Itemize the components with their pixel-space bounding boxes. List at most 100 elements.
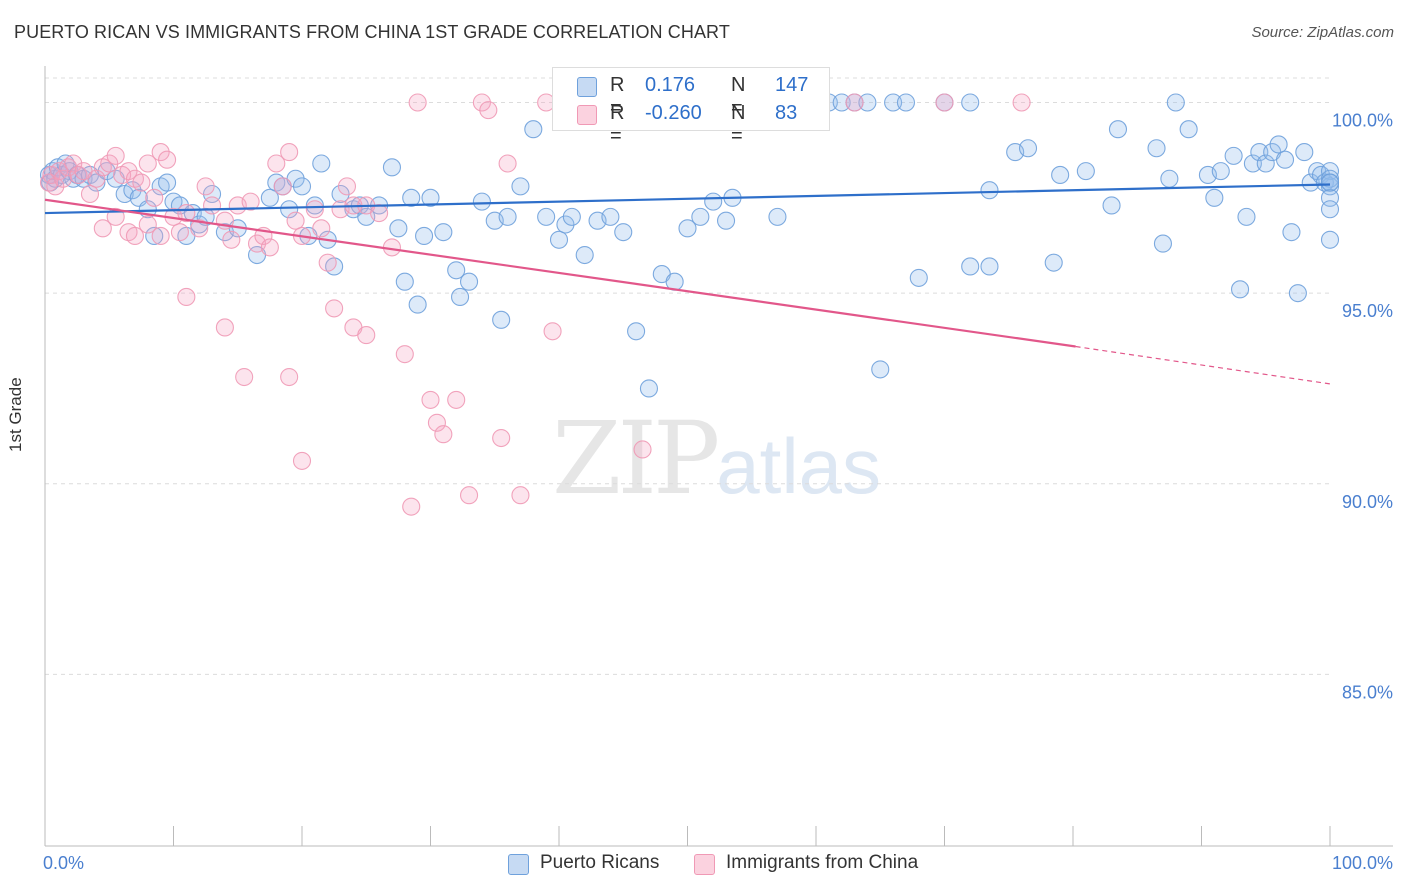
puerto-ricans-point <box>1205 188 1224 207</box>
puerto-ricans-point <box>980 257 999 276</box>
immigrants-china-point <box>100 154 119 173</box>
puerto-ricans-point <box>434 223 453 242</box>
immigrants-china-point <box>459 486 479 505</box>
puerto-ricans-point <box>1275 150 1295 169</box>
immigrants-china-point <box>402 497 421 516</box>
puerto-ricans-point <box>280 200 299 219</box>
immigrants-china-point <box>395 345 414 364</box>
puerto-ricans-point <box>1231 280 1250 299</box>
immigrants-china-point <box>151 226 170 246</box>
puerto-ricans-point <box>1051 165 1070 184</box>
immigrants-china-point <box>305 200 324 219</box>
legend-r-value: 0.176 <box>645 74 696 96</box>
immigrants-china-point <box>138 215 157 234</box>
legend-n-label: N = <box>731 102 746 147</box>
puerto-ricans-point <box>1153 234 1172 253</box>
series-swatch-immigrants-china <box>694 854 715 875</box>
immigrants-china-point <box>408 93 427 112</box>
puerto-ricans-point <box>524 120 543 139</box>
immigrants-china-trendline-extension <box>1075 345 1331 385</box>
puerto-ricans-point <box>492 310 511 329</box>
immigrants-china-point <box>935 93 954 112</box>
puerto-ricans-point <box>395 272 414 291</box>
series-swatch-puerto-ricans <box>508 854 529 875</box>
puerto-ricans-point <box>1301 173 1320 192</box>
immigrants-china-point <box>633 440 652 459</box>
puerto-ricans-point <box>614 223 633 242</box>
immigrants-china-point <box>479 101 498 120</box>
immigrants-china-point <box>215 318 234 337</box>
puerto-ricans-point <box>562 207 581 226</box>
legend-swatch-immigrants-china <box>577 105 597 125</box>
immigrants-china-point <box>318 253 337 272</box>
puerto-ricans-point <box>627 322 646 341</box>
puerto-ricans-point <box>1288 284 1307 303</box>
immigrants-china-point <box>145 188 164 207</box>
immigrants-china-point <box>93 219 112 238</box>
puerto-ricans-point <box>549 230 569 249</box>
immigrants-china-point <box>235 367 254 387</box>
puerto-ricans-point <box>1108 120 1128 139</box>
puerto-ricans-point <box>1018 139 1038 158</box>
puerto-ricans-point <box>415 226 434 246</box>
puerto-ricans-point <box>459 272 479 291</box>
puerto-ricans-point <box>1102 196 1121 215</box>
puerto-ricans-point <box>1166 93 1185 112</box>
puerto-ricans-point <box>537 207 556 226</box>
immigrants-china-point <box>357 326 376 345</box>
puerto-ricans-point <box>556 215 575 234</box>
y-tick-label: 85.0% <box>1342 682 1393 702</box>
correlation-legend: R = 0.176 N = 147 R = -0.260 N = 83 <box>552 67 830 147</box>
puerto-ricans-point <box>1044 253 1063 272</box>
puerto-ricans-point <box>1320 230 1340 249</box>
immigrants-china-point <box>337 177 357 196</box>
puerto-ricans-point <box>472 192 491 211</box>
puerto-ricans-point <box>896 93 916 112</box>
immigrants-china-point <box>498 154 517 173</box>
immigrants-china-point <box>280 367 299 387</box>
immigrants-china-point <box>241 192 260 211</box>
puerto-ricans-point <box>1076 162 1095 181</box>
puerto-ricans-point <box>639 379 659 398</box>
immigrants-china-point <box>203 196 222 215</box>
immigrants-china-point <box>87 169 106 188</box>
immigrants-china-point <box>138 154 157 173</box>
puerto-ricans-point <box>1320 200 1340 219</box>
legend-n-label: N = <box>731 74 746 119</box>
puerto-ricans-point <box>1320 173 1340 192</box>
y-tick-label: 95.0% <box>1342 301 1393 321</box>
puerto-ricans-point <box>1282 223 1301 242</box>
puerto-ricans-point <box>451 287 470 307</box>
legend-r-value: -0.260 <box>645 102 702 124</box>
puerto-ricans-point <box>312 154 331 173</box>
immigrants-china-point <box>170 223 189 242</box>
immigrants-china-point <box>273 177 292 196</box>
puerto-ricans-point <box>1295 143 1314 162</box>
puerto-ricans-point <box>961 93 980 112</box>
puerto-ricans-point <box>447 261 466 280</box>
puerto-ricans-point <box>1147 139 1166 158</box>
puerto-ricans-point <box>691 207 710 226</box>
watermark-atlas: atlas <box>716 422 882 510</box>
immigrants-china-point <box>325 299 344 318</box>
watermark: ZIPatlas <box>552 400 881 517</box>
puerto-ricans-point <box>421 188 440 207</box>
immigrants-china-trendline <box>44 198 1076 348</box>
immigrants-china-point <box>64 154 83 173</box>
immigrants-china-point <box>286 211 305 230</box>
legend-r-label: R = <box>610 102 625 147</box>
immigrants-china-point <box>46 177 65 196</box>
immigrants-china-point <box>492 428 511 448</box>
puerto-ricans-point <box>832 93 851 112</box>
immigrants-china-point <box>222 230 241 249</box>
legend-n-value: 83 <box>775 102 798 124</box>
immigrants-china-point <box>53 169 73 188</box>
y-tick-label: 100.0% <box>1332 111 1393 131</box>
immigrants-china-point <box>151 143 170 162</box>
immigrants-china-point <box>80 184 100 204</box>
immigrants-china-point <box>845 93 864 112</box>
y-tick-label: 90.0% <box>1342 492 1393 512</box>
puerto-ricans-point <box>601 207 620 226</box>
puerto-ricans-point <box>909 268 928 287</box>
puerto-ricans-point <box>704 192 723 211</box>
